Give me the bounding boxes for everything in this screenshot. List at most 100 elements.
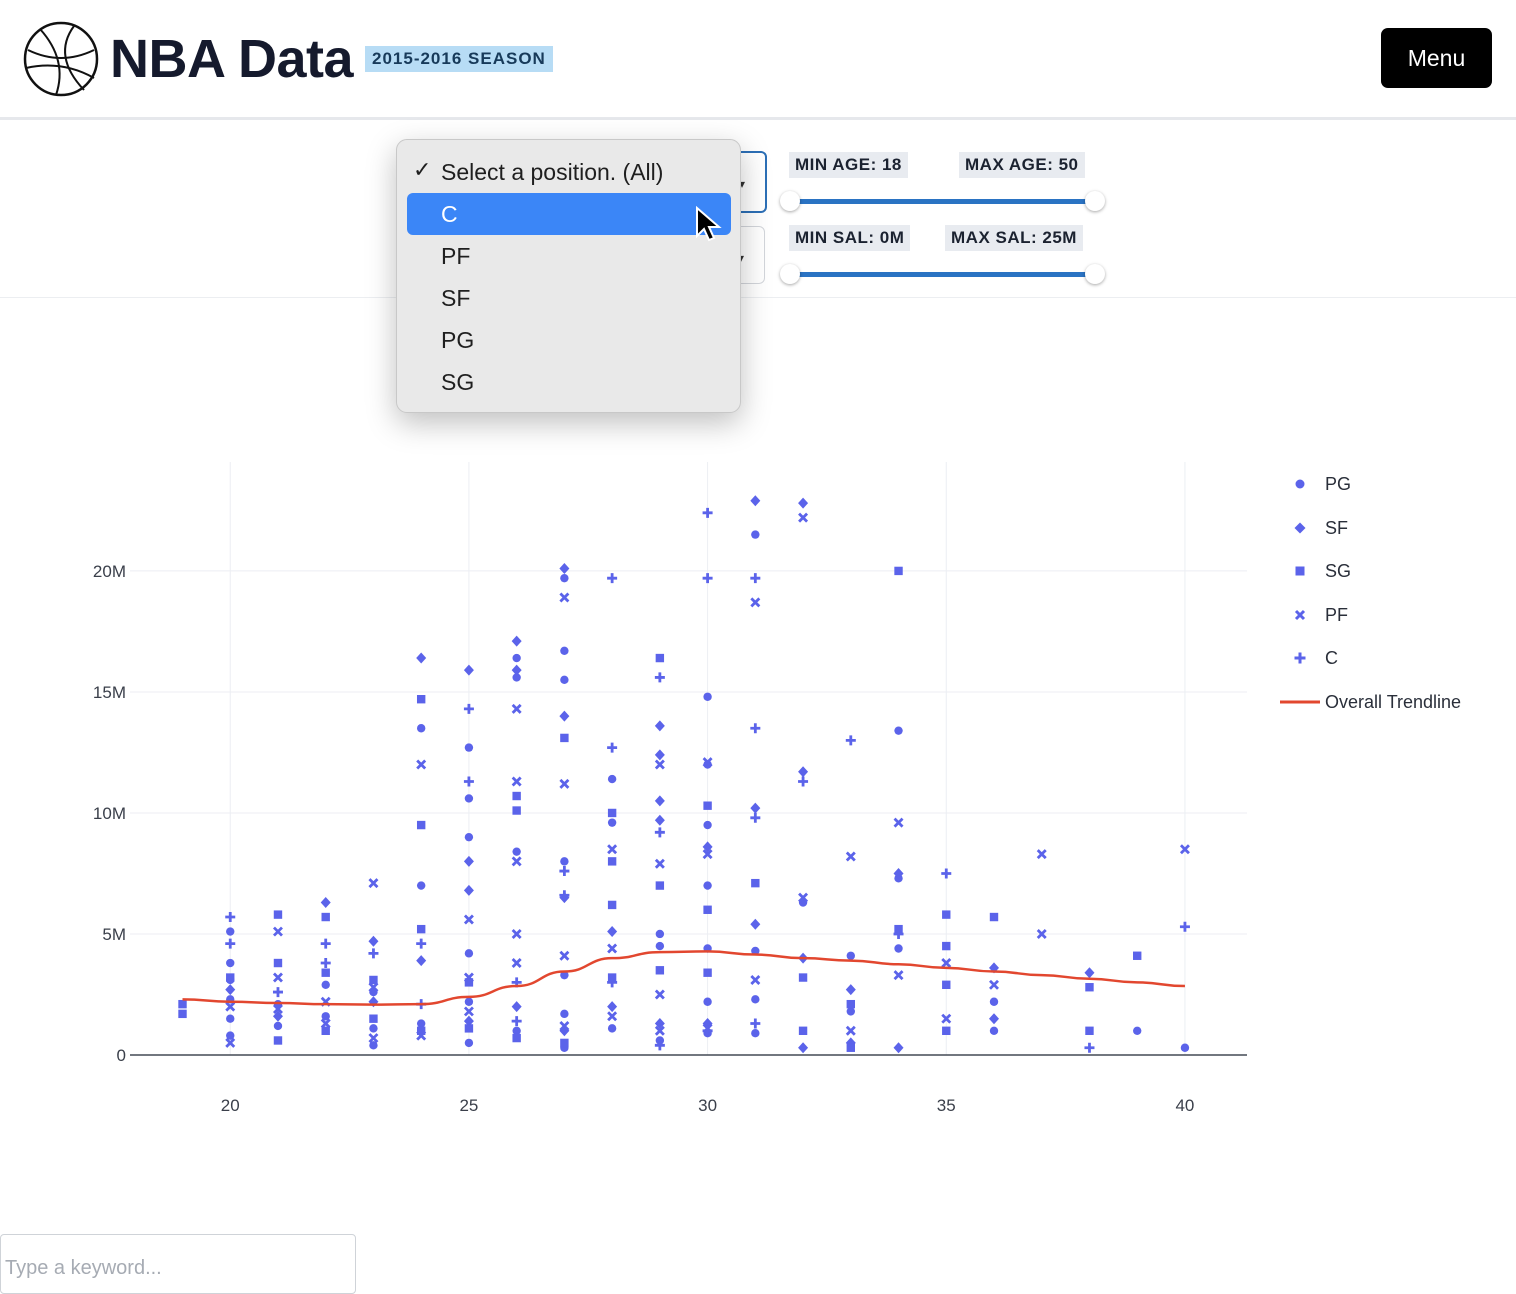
data-point-c bbox=[607, 977, 618, 988]
checkmark-icon: ✓ bbox=[413, 157, 432, 182]
age-slider: MIN AGE: 18 MAX AGE: 50 bbox=[780, 152, 1110, 212]
data-point-sg bbox=[560, 733, 569, 743]
legend-item-sg[interactable]: SG bbox=[1275, 559, 1505, 583]
data-point-sg bbox=[512, 791, 521, 801]
data-point-sg bbox=[655, 881, 665, 890]
data-point-sg bbox=[846, 1043, 855, 1052]
x-tick-label: 25 bbox=[459, 1096, 478, 1115]
data-point-pg bbox=[512, 653, 521, 663]
salary-max-handle[interactable] bbox=[1085, 264, 1105, 284]
menu-button[interactable]: Menu bbox=[1381, 28, 1492, 88]
data-point-pg bbox=[846, 951, 855, 960]
data-point-c bbox=[941, 868, 952, 879]
data-point-c bbox=[607, 742, 618, 753]
data-point-sf bbox=[511, 635, 522, 647]
age-min-handle[interactable] bbox=[780, 191, 800, 211]
chevron-down-icon: ▾ bbox=[738, 177, 745, 191]
data-point-sf bbox=[750, 918, 761, 930]
data-point-c bbox=[702, 573, 713, 584]
data-point-c bbox=[320, 938, 331, 949]
data-point-sg bbox=[273, 1036, 283, 1045]
data-point-pf bbox=[559, 1020, 570, 1031]
age-max-handle[interactable] bbox=[1085, 191, 1105, 211]
data-point-pg bbox=[846, 1007, 855, 1016]
y-tick-label: 15M bbox=[93, 683, 126, 702]
data-point-c bbox=[368, 948, 379, 959]
data-point-sf bbox=[893, 867, 904, 879]
data-point-sf bbox=[654, 749, 665, 761]
data-point-sf bbox=[654, 814, 665, 826]
data-point-pg bbox=[464, 997, 474, 1006]
data-point-sf bbox=[463, 1015, 474, 1027]
data-point-pf bbox=[941, 958, 952, 969]
data-point-pf bbox=[845, 1025, 856, 1036]
data-point-sg bbox=[464, 978, 474, 987]
data-point-c bbox=[798, 776, 809, 787]
dropdown-option-pg[interactable]: PG bbox=[407, 319, 731, 361]
data-point-pg bbox=[607, 818, 617, 827]
data-point-sg bbox=[416, 820, 426, 830]
data-point-c bbox=[654, 827, 665, 838]
data-point-pg bbox=[464, 743, 474, 752]
salary-slider-track[interactable] bbox=[790, 272, 1095, 277]
data-point-pf bbox=[702, 849, 713, 860]
legend-label: PF bbox=[1325, 604, 1349, 625]
legend-item-sf[interactable]: SF bbox=[1275, 516, 1505, 540]
data-point-pf bbox=[416, 759, 427, 770]
dropdown-option-c[interactable]: C bbox=[407, 193, 731, 235]
data-point-c bbox=[702, 507, 713, 518]
salary-min-handle[interactable] bbox=[780, 264, 800, 284]
data-point-pg bbox=[416, 1019, 426, 1028]
data-point-sg bbox=[989, 912, 999, 922]
data-point-c bbox=[416, 938, 427, 949]
data-point-pg bbox=[894, 944, 903, 953]
data-point-sg bbox=[321, 912, 330, 922]
data-point-sg bbox=[512, 806, 521, 815]
dropdown-option-sg[interactable]: SG bbox=[407, 361, 731, 403]
data-point-sf bbox=[1084, 967, 1095, 979]
data-point-pg bbox=[894, 726, 903, 735]
dropdown-option-pf[interactable]: PF bbox=[407, 235, 731, 277]
legend-item-pf[interactable]: PF bbox=[1275, 603, 1505, 627]
filters-bar bbox=[0, 123, 1516, 298]
data-point-sg bbox=[798, 1026, 808, 1035]
keyword-search bbox=[0, 1234, 356, 1294]
data-point-sg bbox=[178, 999, 187, 1009]
data-point-pg bbox=[1180, 1043, 1190, 1052]
data-point-pf bbox=[511, 776, 522, 787]
data-point-sg bbox=[1085, 1026, 1094, 1035]
data-point-pg bbox=[321, 1012, 330, 1021]
legend-item-pg[interactable]: PG bbox=[1275, 472, 1505, 496]
data-point-sg bbox=[942, 941, 951, 951]
data-point-c bbox=[1179, 921, 1190, 932]
dropdown-option-all[interactable]: ✓ Select a position. (All) bbox=[407, 151, 731, 193]
data-point-pg bbox=[607, 774, 617, 784]
data-point-c bbox=[559, 866, 570, 877]
data-point-pg bbox=[512, 673, 521, 682]
data-point-sf bbox=[845, 984, 856, 996]
age-slider-track[interactable] bbox=[790, 199, 1095, 204]
data-point-sf bbox=[750, 495, 761, 507]
data-point-sf bbox=[272, 1010, 283, 1022]
data-point-pg bbox=[416, 724, 426, 733]
data-point-sg bbox=[655, 966, 665, 975]
x-tick-label: 40 bbox=[1175, 1096, 1194, 1115]
dropdown-option-label: SF bbox=[441, 284, 471, 311]
data-point-pf bbox=[272, 972, 283, 983]
data-point-c bbox=[750, 573, 761, 584]
legend-item-trendline[interactable]: Overall Trendline bbox=[1275, 690, 1505, 714]
legend-item-c[interactable]: C bbox=[1275, 646, 1505, 670]
data-point-pg bbox=[607, 1024, 617, 1033]
diamond-marker-icon bbox=[1294, 522, 1306, 534]
trendline bbox=[182, 950, 1185, 1006]
data-point-sg bbox=[655, 653, 665, 663]
data-point-pg bbox=[703, 997, 712, 1006]
dropdown-option-sf[interactable]: SF bbox=[407, 277, 731, 319]
data-point-sg bbox=[942, 980, 951, 990]
data-point-pf bbox=[559, 950, 570, 961]
data-point-pf bbox=[893, 970, 904, 981]
search-input[interactable] bbox=[5, 1253, 345, 1283]
data-point-c bbox=[654, 672, 665, 683]
data-point-pf bbox=[607, 844, 618, 855]
x-tick-label: 30 bbox=[698, 1096, 717, 1115]
